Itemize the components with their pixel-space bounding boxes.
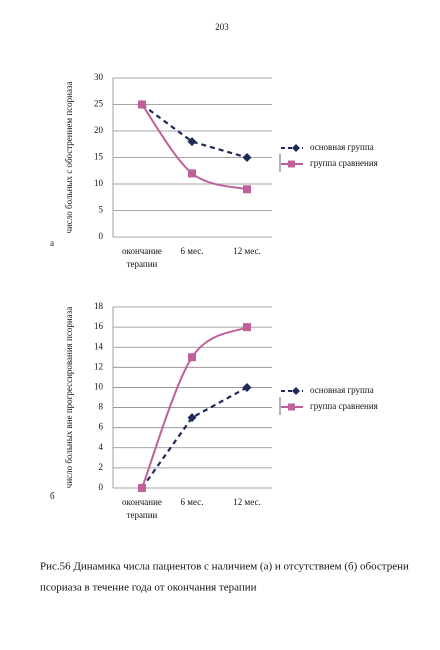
x-tick-label: 12 мес. [233, 497, 260, 507]
marker [242, 153, 252, 162]
legend-marker [292, 387, 300, 395]
y-tick-label: 10 [94, 178, 104, 188]
y-tick-label: 15 [94, 152, 104, 162]
y-tick-label: 0 [99, 482, 104, 492]
marker [243, 323, 251, 332]
legend-label: группа сравнения [310, 401, 378, 411]
y-tick-label: 30 [94, 72, 104, 82]
y-tick-label: 2 [99, 462, 104, 472]
legend-label: группа сравнения [310, 158, 378, 168]
y-axis-label: число больных вне прогрессирования псори… [64, 307, 74, 488]
y-tick-label: 12 [94, 361, 103, 371]
legend-label: основная группа [310, 385, 374, 395]
y-tick-label: 5 [99, 205, 104, 215]
y-tick-label: 0 [99, 231, 104, 241]
marker [138, 100, 146, 109]
y-tick-label: 25 [94, 99, 104, 109]
y-tick-label: 18 [94, 301, 104, 311]
marker [138, 484, 146, 492]
y-tick-label: 20 [94, 125, 104, 135]
page-number: 203 [215, 22, 229, 32]
caption-line: Рис.56 Динамика числа пациентов с наличи… [40, 561, 409, 573]
y-tick-label: 8 [99, 402, 104, 412]
legend-marker [288, 403, 295, 411]
y-axis-label: число больных с обострением псориаза [64, 81, 74, 233]
legend-label: основная группа [310, 142, 374, 152]
legend-marker [292, 144, 300, 152]
legend-marker [288, 160, 295, 168]
x-tick-label: окончание [122, 246, 162, 256]
y-tick-label: 16 [94, 321, 104, 331]
series-line [141, 386, 248, 489]
y-tick-label: 6 [99, 422, 104, 432]
marker [243, 185, 251, 194]
x-tick-label: 6 мес. [181, 497, 204, 507]
x-tick-label: 6 мес. [181, 246, 204, 256]
marker [187, 413, 197, 423]
marker [188, 169, 196, 178]
x-tick-label: терапии [127, 510, 158, 520]
marker [242, 382, 252, 392]
marker [187, 137, 197, 147]
y-tick-label: 4 [99, 442, 104, 452]
caption-line: псориаза в течение года от окончания тер… [40, 582, 257, 594]
y-tick-label: 10 [94, 382, 104, 392]
panel-label: б [50, 491, 55, 501]
marker [188, 353, 196, 362]
x-tick-label: терапии [127, 259, 158, 269]
panel-label: а [50, 238, 54, 248]
x-tick-label: 12 мес. [233, 246, 260, 256]
series-line [141, 103, 248, 159]
x-tick-label: окончание [122, 497, 162, 507]
y-tick-label: 14 [94, 341, 104, 351]
